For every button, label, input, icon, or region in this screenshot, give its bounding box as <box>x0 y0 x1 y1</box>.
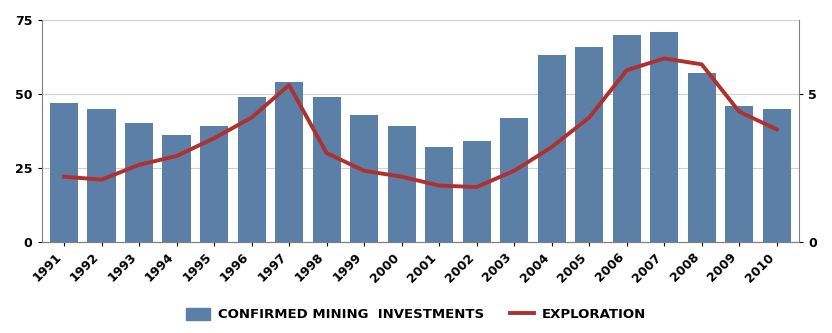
Bar <box>162 135 191 242</box>
Bar <box>350 115 379 242</box>
Bar <box>275 82 303 242</box>
Bar <box>50 103 78 242</box>
Bar <box>500 118 528 242</box>
Bar <box>687 73 716 242</box>
Bar <box>463 141 491 242</box>
Bar <box>87 109 116 242</box>
Legend: CONFIRMED MINING  INVESTMENTS, EXPLORATION: CONFIRMED MINING INVESTMENTS, EXPLORATIO… <box>181 302 651 326</box>
Bar <box>763 109 790 242</box>
Bar <box>537 56 566 242</box>
Bar <box>237 97 265 242</box>
Bar <box>125 124 153 242</box>
Bar <box>726 106 753 242</box>
Bar <box>200 127 228 242</box>
Bar <box>388 127 416 242</box>
Bar <box>425 147 453 242</box>
Bar <box>313 97 340 242</box>
Bar <box>650 32 678 242</box>
Bar <box>612 35 641 242</box>
Bar <box>575 47 603 242</box>
